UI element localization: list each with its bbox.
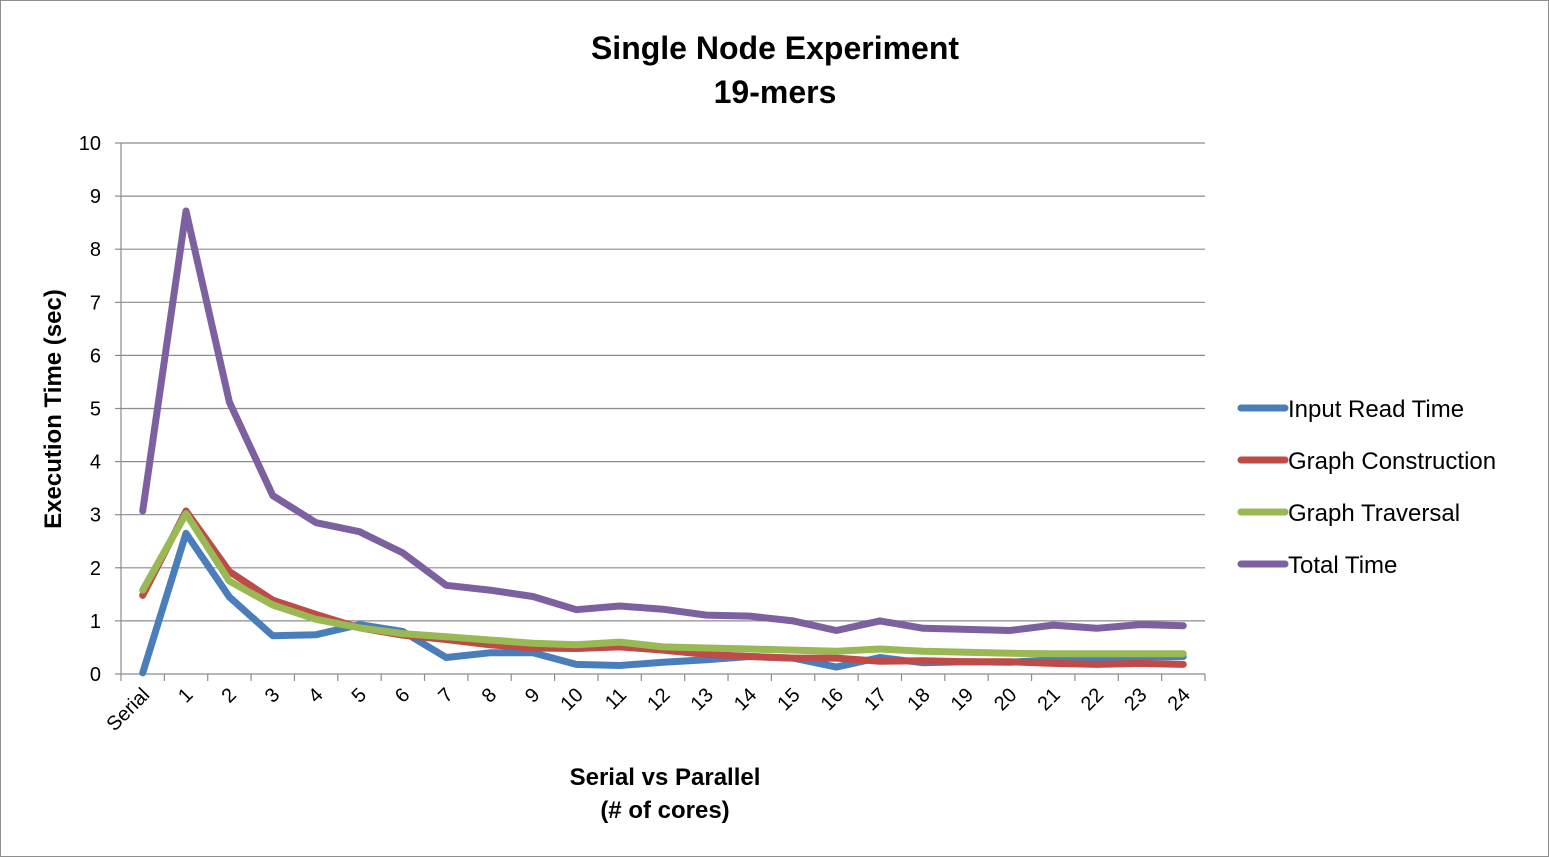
legend-label-graph-construction: Graph Construction: [1288, 448, 1496, 475]
y-tick-label: 10: [79, 133, 101, 155]
x-axis-subtitle: (# of cores): [600, 797, 729, 824]
y-tick-label: 8: [90, 239, 101, 261]
x-tick-label: 18: [903, 684, 934, 715]
x-tick-label: 11: [601, 684, 631, 714]
y-tick-label: 4: [90, 452, 101, 474]
x-tick-label: 5: [348, 684, 371, 707]
x-tick-label: 19: [947, 684, 978, 715]
x-tick-label: 10: [557, 684, 588, 715]
x-tick-label: 9: [521, 684, 544, 707]
legend-label-graph-traversal: Graph Traversal: [1288, 500, 1460, 527]
x-tick-label: 1: [174, 684, 197, 707]
x-tick-label: 20: [990, 684, 1021, 715]
x-tick-label: 17: [860, 684, 891, 715]
y-axis-title: Execution Time (sec): [40, 289, 67, 529]
x-tick-label: 8: [478, 684, 501, 707]
x-tick-label: Serial: [102, 684, 154, 736]
axes: [115, 142, 1206, 681]
x-tick-label: 15: [773, 684, 804, 715]
x-tick-label: 7: [434, 684, 457, 707]
x-tick-label: 14: [730, 684, 761, 715]
y-tick-labels: 0 1 2 3 4 5 6 7 8 9 10: [79, 133, 101, 686]
x-tick-label: 16: [817, 684, 848, 715]
y-tick-label: 2: [90, 558, 101, 580]
x-tick-label: 3: [261, 684, 284, 707]
legend-label-total-time: Total Time: [1288, 552, 1397, 579]
x-axis-title: Serial vs Parallel: [570, 764, 761, 791]
series-line-total-time: [139, 207, 1187, 634]
x-tick-label: 21: [1033, 684, 1064, 715]
x-tick-label: 24: [1164, 684, 1195, 715]
x-tick-labels: Serial 1 2 3 4 5 6 7 8 9 10 11 12 13 14 15 16 17 18 19 20 21 2…: [102, 684, 1194, 736]
series-line-graph-traversal: [139, 510, 1187, 658]
legend: Input Read Time Graph Construction Graph T…: [1237, 396, 1496, 579]
x-tick-label: 6: [391, 684, 414, 707]
series-lines: [139, 207, 1187, 677]
x-tick-label: 23: [1120, 684, 1151, 715]
y-tick-label: 0: [90, 664, 101, 686]
y-tick-label: 9: [90, 186, 101, 208]
series-line-graph-construction: [139, 507, 1187, 668]
chart-subtitle: 19-mers: [714, 74, 837, 110]
y-tick-label: 6: [90, 345, 101, 367]
y-tick-label: 3: [90, 505, 101, 527]
x-tick-label: 12: [643, 684, 674, 715]
x-tick-label: 2: [218, 684, 241, 707]
gridlines: [121, 142, 1205, 622]
x-tick-label: 4: [304, 684, 327, 707]
chart-title: Single Node Experiment: [591, 30, 959, 66]
legend-label-input-read-time: Input Read Time: [1288, 396, 1464, 423]
y-tick-label: 1: [90, 611, 101, 633]
y-tick-label: 5: [90, 399, 101, 421]
x-tick-label: 22: [1077, 684, 1108, 715]
x-tick-label: 13: [687, 684, 718, 715]
y-tick-label: 7: [90, 292, 101, 314]
